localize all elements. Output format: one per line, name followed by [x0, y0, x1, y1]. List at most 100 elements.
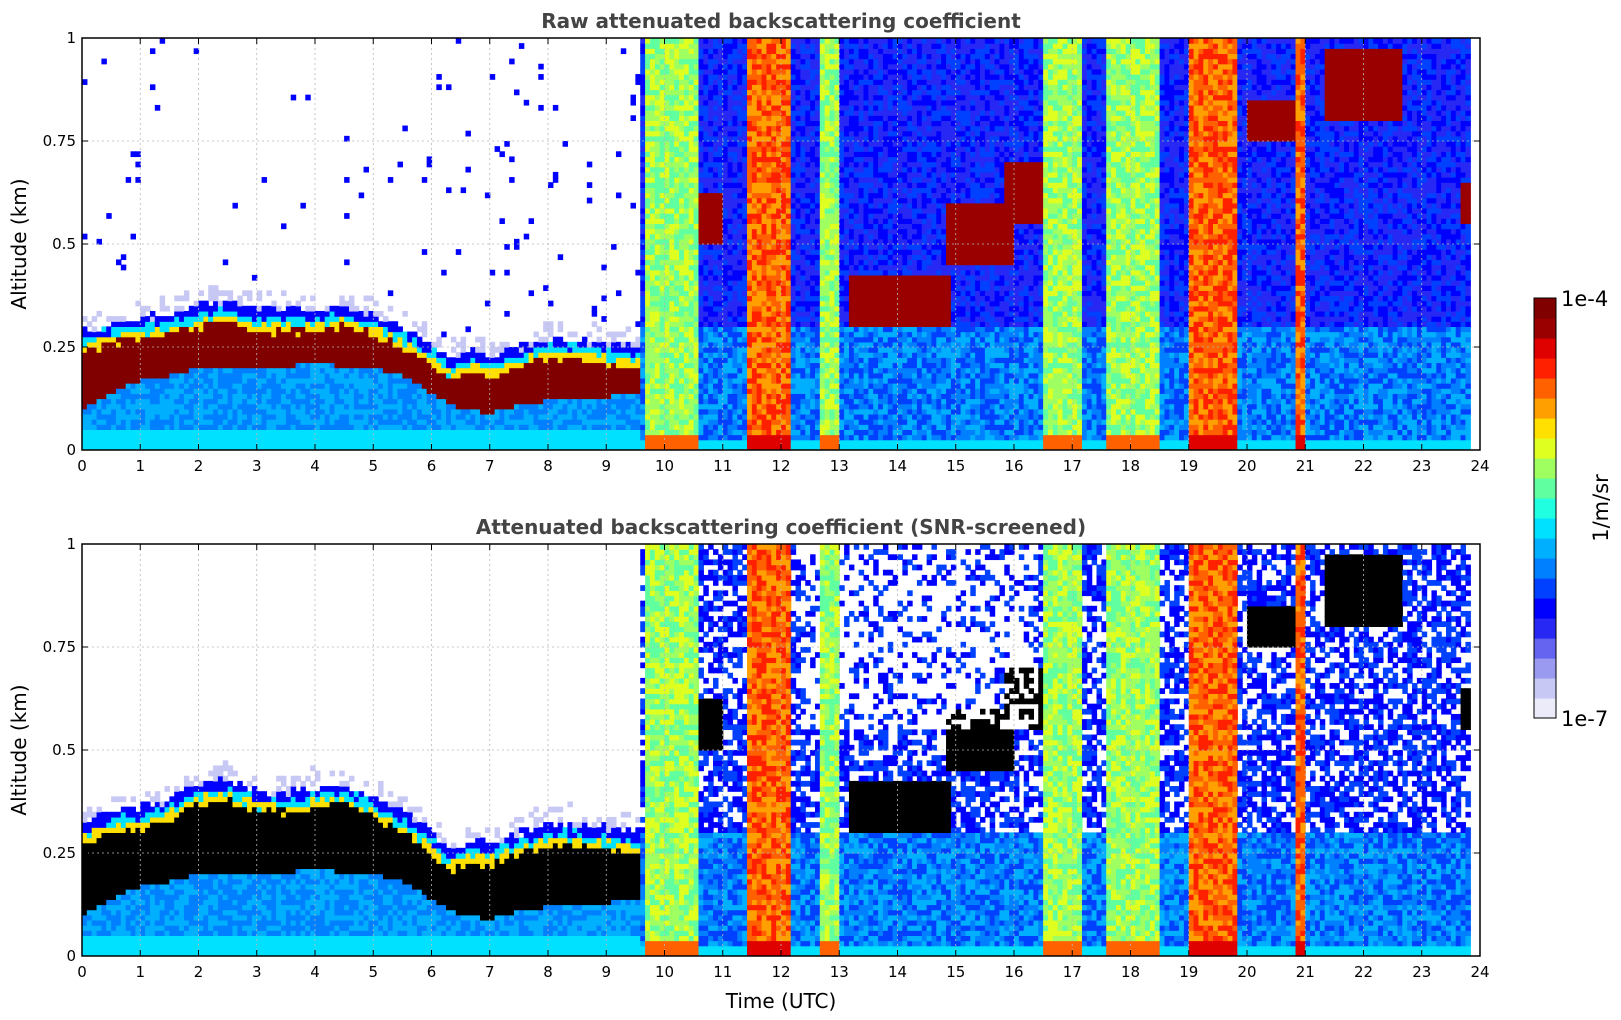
heatmap-cell [213, 305, 219, 312]
heatmap-cell [407, 367, 413, 374]
heatmap-cell [669, 58, 675, 65]
heatmap-cell [285, 383, 292, 389]
heatmap-cell [698, 285, 704, 291]
heatmap-cell [523, 434, 530, 441]
heatmap-cell [183, 341, 190, 348]
heatmap-cell [208, 362, 214, 369]
heatmap-cell [237, 398, 243, 405]
heatmap-cell [713, 207, 719, 214]
heatmap-cell [683, 300, 690, 307]
heatmap-cell [649, 182, 656, 188]
heatmap-cell [751, 84, 758, 91]
heatmap-cell [751, 94, 758, 101]
heatmap-cell [504, 362, 510, 369]
heatmap-cell [708, 48, 714, 55]
heatmap-cell [703, 244, 709, 250]
heatmap-cell [251, 310, 258, 317]
heatmap-cell [698, 63, 704, 70]
heatmap-cell [174, 398, 180, 405]
heatmap-cell [237, 321, 243, 327]
heatmap-cell [130, 151, 136, 158]
heatmap-cell [135, 326, 141, 333]
heatmap-cell [698, 290, 704, 297]
heatmap-cell [562, 362, 569, 369]
heatmap-cell [281, 413, 287, 420]
heatmap-cell [674, 146, 680, 152]
heatmap-cell [315, 341, 321, 348]
heatmap-cell [441, 419, 447, 425]
heatmap-cell [378, 393, 384, 400]
heatmap-cell [436, 439, 442, 446]
heatmap-cell [159, 321, 166, 327]
heatmap-cell [135, 352, 141, 358]
heatmap-cell [378, 398, 384, 405]
heatmap-cell [106, 434, 112, 441]
heatmap-cell [620, 398, 627, 405]
heatmap-cell [756, 254, 763, 261]
heatmap-cell [232, 326, 238, 333]
heatmap-cell [742, 99, 748, 106]
heatmap-cell [717, 238, 724, 245]
heatmap-cell [407, 439, 413, 446]
heatmap-cell [664, 135, 670, 142]
heatmap-cell [149, 336, 156, 343]
heatmap-cell [742, 274, 748, 281]
heatmap-cell [581, 347, 588, 353]
heatmap-cell [397, 372, 403, 379]
heatmap-cell [659, 269, 666, 276]
heatmap-cell [310, 398, 316, 405]
heatmap-cell [688, 166, 695, 173]
heatmap-cell [329, 372, 336, 379]
heatmap-cell [290, 326, 297, 333]
heatmap-cell [727, 223, 734, 230]
heatmap-cell [159, 352, 166, 358]
heatmap-cell [208, 295, 214, 302]
heatmap-cell [649, 310, 656, 317]
heatmap-cell [480, 393, 486, 400]
heatmap-cell [164, 331, 170, 338]
heatmap-cell [640, 439, 646, 446]
heatmap-cell [276, 413, 282, 420]
heatmap-cell [756, 295, 763, 302]
heatmap-cell [159, 347, 166, 353]
heatmap-cell [348, 321, 355, 327]
heatmap-cell [640, 403, 646, 410]
heatmap-cell [159, 434, 166, 441]
heatmap-cell [106, 377, 112, 384]
heatmap-cell [120, 444, 127, 450]
heatmap-cell [679, 156, 685, 163]
heatmap-cell [125, 424, 132, 430]
heatmap-cell [722, 310, 729, 317]
heatmap-cell [693, 38, 700, 44]
heatmap-cell [703, 146, 709, 152]
heatmap-cell [251, 383, 258, 389]
heatmap-cell [679, 223, 685, 230]
heatmap-cell [717, 197, 724, 204]
heatmap-cell [387, 357, 394, 364]
heatmap-cell [693, 89, 700, 96]
heatmap-cell [402, 398, 408, 405]
heatmap-cell [654, 233, 661, 240]
heatmap-cell [756, 249, 763, 255]
heatmap-cell [732, 53, 738, 60]
heatmap-cell [310, 388, 316, 394]
heatmap-cell [465, 388, 471, 394]
heatmap-cell [649, 254, 656, 261]
heatmap-cell [756, 58, 763, 65]
heatmap-cell [577, 444, 583, 450]
heatmap-cell [615, 408, 622, 415]
heatmap-cell [373, 439, 379, 446]
heatmap-cell [645, 110, 651, 116]
heatmap-cell [688, 244, 695, 250]
heatmap-cell [339, 388, 345, 394]
heatmap-cell [387, 403, 394, 410]
heatmap-cell [353, 321, 360, 327]
heatmap-cell [659, 120, 666, 127]
heatmap-cell [601, 419, 607, 425]
heatmap-cell [106, 336, 112, 343]
heatmap-cell [518, 393, 525, 400]
heatmap-cell [683, 403, 690, 410]
heatmap-cell [455, 249, 462, 255]
heatmap-cell [227, 372, 234, 379]
heatmap-cell [732, 264, 738, 271]
